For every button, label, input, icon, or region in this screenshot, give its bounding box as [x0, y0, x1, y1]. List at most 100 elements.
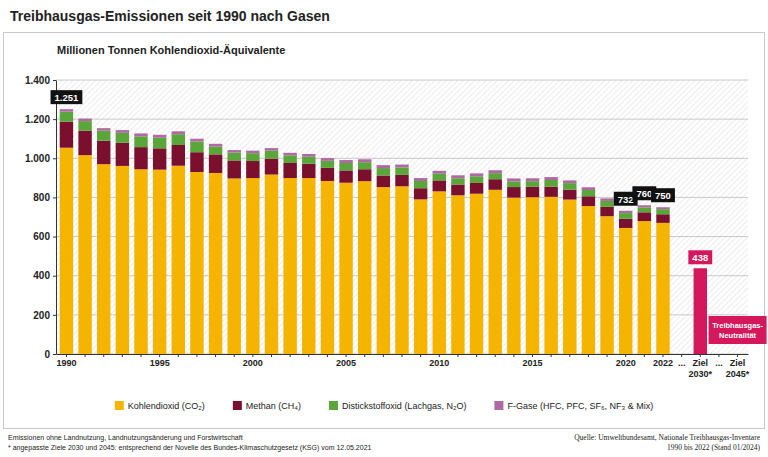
bar-segment [395, 167, 408, 174]
y-tick: 600 [33, 231, 56, 242]
x-tick: ... [678, 354, 686, 368]
x-tick-mark [700, 354, 701, 357]
x-tick-mark [625, 354, 626, 357]
bar-segment [209, 147, 222, 155]
bar-segment [507, 181, 520, 187]
x-tick-mark [122, 354, 123, 357]
target-bar [694, 268, 707, 354]
x-tick-mark [607, 354, 608, 357]
total-label-group: 1.251 [51, 90, 83, 104]
x-tick [122, 354, 123, 357]
bar-segment [414, 199, 427, 354]
x-tick-mark [103, 354, 104, 357]
bar-segment [507, 178, 520, 181]
y-tick: 1.000 [25, 153, 56, 164]
x-tick-mark [681, 354, 682, 357]
bar-segment [507, 187, 520, 198]
bar-segment [134, 133, 147, 136]
bar-segment [414, 181, 427, 188]
total-label-box [651, 188, 675, 202]
y-tick-mark [53, 354, 56, 355]
x-tick-mark [215, 354, 216, 357]
bar-segment [97, 164, 110, 354]
x-tick [402, 354, 403, 357]
bar-segment [339, 160, 352, 163]
x-tick-label: 2000 [243, 358, 263, 368]
bar-segment [470, 176, 483, 183]
x-tick [215, 354, 216, 357]
bar-segment [638, 205, 651, 207]
bar-segment [451, 175, 464, 178]
bar-segment [433, 171, 446, 174]
bar-segment [209, 154, 222, 173]
x-tick-mark [196, 354, 197, 357]
bar-segment [228, 150, 241, 153]
bar-segment [339, 183, 352, 354]
x-tick [364, 354, 365, 357]
bar-segment [134, 169, 147, 354]
x-tick-mark [513, 354, 514, 357]
target-label: 438 [692, 252, 708, 263]
x-tick [196, 354, 197, 357]
bar-segment [433, 191, 446, 354]
y-tick: 1.400 [25, 75, 56, 86]
legend-label: Distickstoffoxid (Lachgas, N₂O) [342, 401, 466, 411]
target-bar [731, 354, 744, 355]
y-tick-label: 1.000 [25, 153, 50, 164]
x-tick-label: 1995 [150, 358, 170, 368]
bar-segment [600, 198, 613, 201]
x-tick-label-line: 2045* [726, 369, 750, 379]
target-label-box [688, 250, 712, 264]
x-tick-mark [439, 354, 440, 357]
bar-segment [638, 207, 651, 212]
x-tick [457, 354, 458, 357]
bar-segment [526, 181, 539, 187]
bar-segment [526, 187, 539, 197]
total-label-box [51, 90, 83, 104]
y-tick-label: 200 [33, 310, 50, 321]
bar-segment [302, 154, 315, 157]
x-tick [178, 354, 179, 357]
bar-segment [172, 131, 185, 134]
legend: Kohlendioxid (CO₂)Methan (CH₄)Disticksto… [115, 401, 653, 411]
x-tick [383, 354, 384, 357]
x-tick [476, 354, 477, 357]
legend-label: F-Gase (HFC, PFC, SF₆, NF₃ & Mix) [507, 401, 653, 411]
legend-swatch [233, 401, 242, 410]
y-tick-label: 1.400 [25, 75, 50, 86]
x-tick-label: 2005 [336, 358, 356, 368]
x-tick [85, 354, 86, 357]
bar-segment [358, 159, 371, 162]
x-tick: 2010 [429, 354, 449, 368]
x-tick-mark [234, 354, 235, 357]
legend-label: Methan (CH₄) [246, 401, 301, 411]
bar-segment [339, 163, 352, 170]
bar-segment [265, 151, 278, 159]
y-tick-label: 600 [33, 231, 50, 242]
bar-segment [302, 164, 315, 178]
x-tick-mark [569, 354, 570, 357]
x-tick [141, 354, 142, 357]
x-tick [513, 354, 514, 357]
x-tick: 1990 [56, 354, 76, 368]
bar-segment [153, 138, 166, 149]
bar-segment [619, 228, 632, 354]
bar-segment [60, 109, 73, 112]
bar-segment [60, 122, 73, 148]
x-tick [420, 354, 421, 357]
bar-segment [78, 119, 91, 122]
legend-swatch [329, 401, 338, 410]
bar-segment [283, 178, 296, 354]
bar-segment [97, 128, 110, 131]
bar-segment [544, 177, 557, 180]
x-tick: ... [715, 354, 723, 368]
plot-background [56, 80, 748, 354]
bar-segment [265, 159, 278, 175]
bar-segment [97, 141, 110, 164]
x-tick: Ziel2030* [689, 354, 713, 379]
y-tick: 0 [44, 349, 56, 360]
x-tick [569, 354, 570, 357]
annotation-line: Neutralität [719, 331, 757, 340]
x-tick: 2015 [522, 354, 542, 368]
bar-segment [134, 147, 147, 169]
